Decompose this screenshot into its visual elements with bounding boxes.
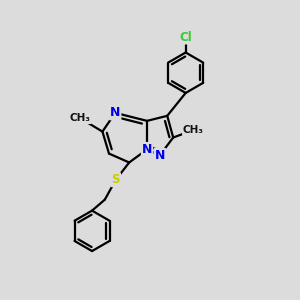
Text: Cl: Cl <box>179 31 192 44</box>
Text: CH₃: CH₃ <box>183 125 204 135</box>
Text: N: N <box>142 143 152 156</box>
Text: CH₃: CH₃ <box>70 113 91 123</box>
Text: N: N <box>110 106 120 119</box>
Text: S: S <box>112 173 120 186</box>
Text: N: N <box>154 149 165 162</box>
